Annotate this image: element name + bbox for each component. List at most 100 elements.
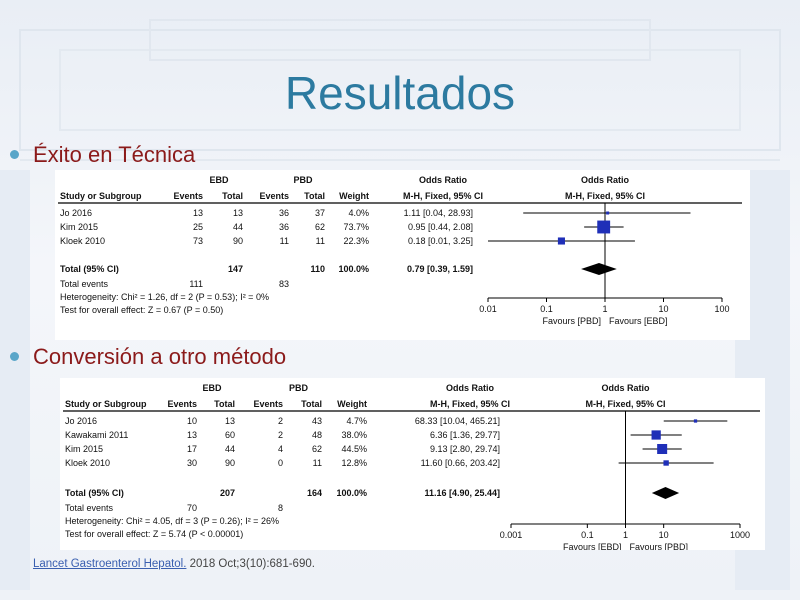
forest-plot-2: EBD PBD Odds Ratio Odds Ratio Study or Subgr… bbox=[63, 383, 760, 550]
pooled-diamond bbox=[651, 487, 680, 499]
events-2: 0 bbox=[278, 458, 283, 468]
group1-header: EBD bbox=[209, 175, 229, 185]
total-n-1: 207 bbox=[220, 488, 235, 498]
plot-or-header: Odds Ratio bbox=[601, 383, 650, 393]
column-header: Events bbox=[167, 399, 197, 409]
total-events-label: Total events bbox=[65, 503, 114, 513]
column-header: Total bbox=[304, 191, 325, 201]
heterogeneity-text: Heterogeneity: Chi² = 1.26, df = 2 (P = … bbox=[60, 292, 269, 302]
study-name: Kim 2015 bbox=[60, 222, 98, 232]
study-name: Kloek 2010 bbox=[65, 458, 110, 468]
column-header: Events bbox=[259, 191, 289, 201]
events-1: 10 bbox=[187, 416, 197, 426]
forest-plot-panel-1: EBD PBD Odds Ratio Odds Ratio Study or Subgr… bbox=[55, 170, 750, 340]
events-2: 36 bbox=[279, 222, 289, 232]
total-1: 13 bbox=[233, 208, 243, 218]
events-1: 25 bbox=[193, 222, 203, 232]
study-marker bbox=[557, 237, 565, 245]
weight: 44.5% bbox=[341, 444, 367, 454]
total-events-2: 83 bbox=[279, 279, 289, 289]
bullet-dot-icon bbox=[10, 149, 19, 159]
events-2: 36 bbox=[279, 208, 289, 218]
total-1: 90 bbox=[225, 458, 235, 468]
study-marker bbox=[597, 220, 611, 234]
or-subheader: M-H, Fixed, 95% CI bbox=[430, 399, 510, 409]
odds-ratio-ci: 0.95 [0.44, 2.08] bbox=[408, 222, 473, 232]
citation-text: 2018 Oct;3(10):681-690. bbox=[186, 558, 315, 570]
or-subheader: M-H, Fixed, 95% CI bbox=[403, 191, 483, 201]
favours-right: Favours [EBD] bbox=[609, 316, 668, 326]
total-2: 62 bbox=[312, 444, 322, 454]
total-name: Total (95% CI) bbox=[60, 264, 119, 274]
or-header: Odds Ratio bbox=[446, 383, 495, 393]
or-header: Odds Ratio bbox=[419, 175, 468, 185]
events-1: 30 bbox=[187, 458, 197, 468]
bullet-conversion: Conversión a otro método bbox=[10, 344, 286, 370]
total-1: 13 bbox=[225, 416, 235, 426]
total-n-2: 164 bbox=[307, 488, 322, 498]
events-1: 17 bbox=[187, 444, 197, 454]
group2-header: PBD bbox=[293, 175, 313, 185]
total-2: 43 bbox=[312, 416, 322, 426]
bullet-conversion-text: Conversión a otro método bbox=[33, 344, 287, 369]
total-events-1: 70 bbox=[187, 503, 197, 513]
total-2: 11 bbox=[316, 236, 325, 246]
events-2: 2 bbox=[278, 430, 283, 440]
x-tick-label: 1 bbox=[602, 304, 607, 314]
total-2: 37 bbox=[315, 208, 325, 218]
citation: Lancet Gastroenterol Hepatol. 2018 Oct;3… bbox=[33, 558, 315, 570]
x-tick-label: 1 bbox=[623, 530, 628, 540]
odds-ratio-ci: 68.33 [10.04, 465.21] bbox=[415, 416, 500, 426]
x-tick-label: 0.1 bbox=[540, 304, 553, 314]
study-marker bbox=[651, 430, 661, 440]
total-2: 62 bbox=[315, 222, 325, 232]
x-tick-label: 100 bbox=[714, 304, 729, 314]
column-header: Weight bbox=[339, 191, 369, 201]
group1-header: EBD bbox=[202, 383, 222, 393]
weight: 73.7% bbox=[343, 222, 369, 232]
plot-or-subheader: M-H, Fixed, 95% CI bbox=[565, 191, 645, 201]
events-1: 73 bbox=[193, 236, 203, 246]
plot-or-subheader: M-H, Fixed, 95% CI bbox=[585, 399, 665, 409]
total-ci: 11.16 [4.90, 25.44] bbox=[424, 488, 500, 498]
group2-header: PBD bbox=[289, 383, 309, 393]
weight: 4.0% bbox=[348, 208, 369, 218]
study-name: Kloek 2010 bbox=[60, 236, 105, 246]
study-marker bbox=[663, 460, 669, 466]
study-name: Kim 2015 bbox=[65, 444, 103, 454]
pooled-diamond bbox=[581, 263, 617, 275]
weight: 22.3% bbox=[343, 236, 369, 246]
odds-ratio-ci: 6.36 [1.36, 29.77] bbox=[430, 430, 500, 440]
column-header: Events bbox=[253, 399, 283, 409]
total-n-1: 147 bbox=[228, 264, 243, 274]
x-tick-label: 0.1 bbox=[581, 530, 594, 540]
x-tick-label: 1000 bbox=[730, 530, 750, 540]
events-2: 11 bbox=[280, 236, 289, 246]
odds-ratio-ci: 9.13 [2.80, 29.74] bbox=[430, 444, 500, 454]
x-tick-label: 10 bbox=[659, 530, 669, 540]
x-tick-label: 10 bbox=[658, 304, 668, 314]
study-name: Jo 2016 bbox=[60, 208, 92, 218]
total-weight: 100.0% bbox=[338, 264, 369, 274]
events-1: 13 bbox=[193, 208, 203, 218]
total-ci: 0.79 [0.39, 1.59] bbox=[407, 264, 473, 274]
column-header: Total bbox=[222, 191, 243, 201]
favours-left: Favours [PBD] bbox=[542, 316, 601, 326]
odds-ratio-ci: 1.11 [0.04, 28.93] bbox=[404, 208, 473, 218]
total-events-label: Total events bbox=[60, 279, 109, 289]
weight: 12.8% bbox=[341, 458, 367, 468]
total-2: 48 bbox=[312, 430, 322, 440]
total-1: 60 bbox=[225, 430, 235, 440]
total-events-2: 8 bbox=[278, 503, 283, 513]
odds-ratio-ci: 0.18 [0.01, 3.25] bbox=[408, 236, 473, 246]
column-header: Study or Subgroup bbox=[60, 191, 142, 201]
forest-plot-1: EBD PBD Odds Ratio Odds Ratio Study or Subgr… bbox=[58, 175, 742, 326]
column-header: Study or Subgroup bbox=[65, 399, 147, 409]
study-name: Jo 2016 bbox=[65, 416, 97, 426]
favours-right: Favours [PBD] bbox=[630, 542, 689, 550]
total-1: 44 bbox=[225, 444, 235, 454]
column-header: Weight bbox=[337, 399, 367, 409]
total-2: 11 bbox=[313, 458, 322, 468]
citation-link[interactable]: Lancet Gastroenterol Hepatol. bbox=[33, 558, 187, 570]
column-header: Events bbox=[173, 191, 203, 201]
